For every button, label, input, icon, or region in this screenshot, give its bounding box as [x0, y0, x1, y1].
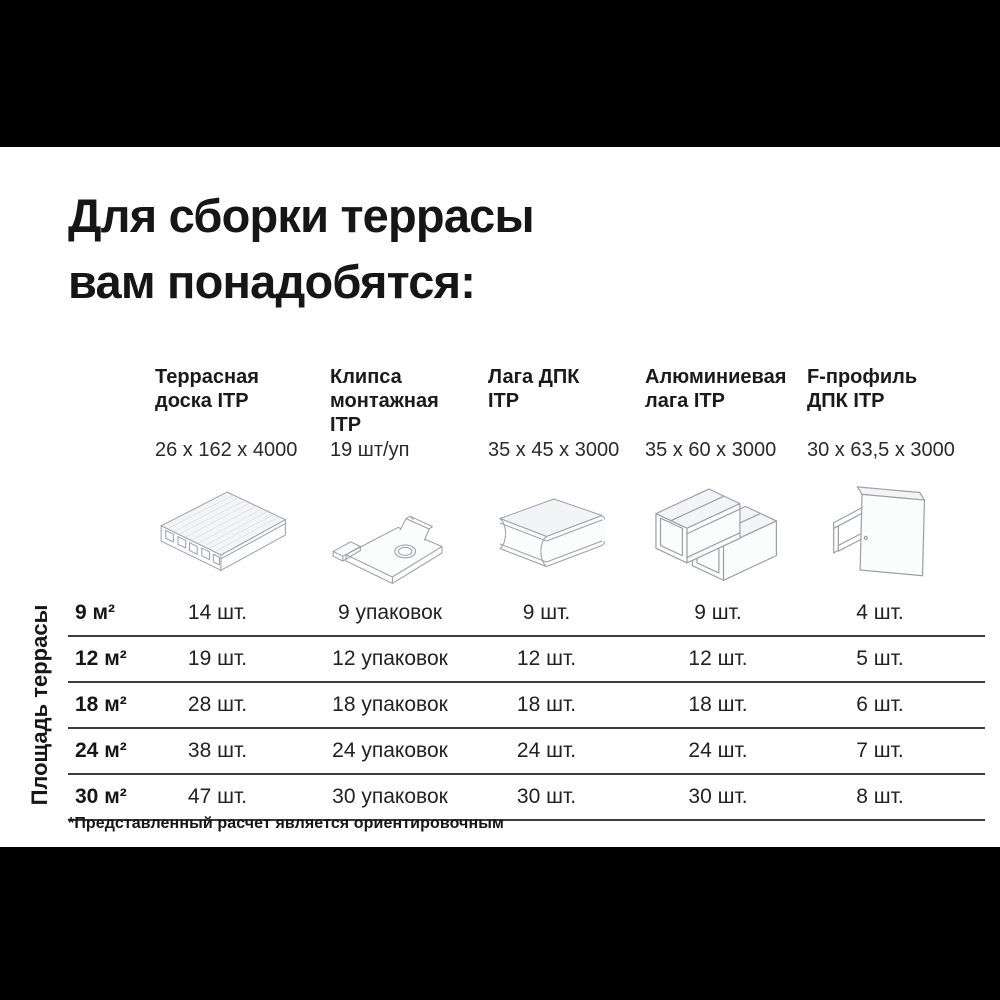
mounting-clip-icon	[330, 469, 488, 593]
row-label-area: 18 м²	[75, 693, 127, 716]
column-header-wpc-joist: Лага ДПК ITP	[488, 366, 580, 412]
dims-spacer	[68, 439, 155, 469]
table-row-9m2: 9 м² 14 шт. 9 упаковок 9 шт. 9 шт. 4 шт.	[68, 591, 985, 637]
cell-f-profile-qty: 6 шт.	[856, 693, 904, 716]
cell-alu-joist-qty: 24 шт.	[688, 739, 748, 762]
letterbox-top	[0, 0, 1000, 147]
cell-alu-joist-qty: 9 шт.	[694, 601, 742, 624]
aluminum-joist-icon	[645, 469, 807, 593]
cell-wpc-joist-qty: 12 шт.	[516, 647, 577, 670]
cell-board-qty: 19 шт.	[187, 647, 248, 670]
row-label-area: 9 м²	[75, 601, 116, 624]
cell-f-profile-qty: 7 шт.	[856, 739, 904, 762]
page-title: Для сборки террасы вам понадобятся:	[68, 183, 535, 315]
icons-spacer	[68, 469, 155, 593]
wpc-joist-icon	[488, 469, 645, 593]
dims-f-profile: 30 х 63,5 х 3000	[807, 439, 955, 461]
f-profile-icon	[807, 469, 985, 593]
cell-clip-qty: 30 упаковок	[332, 785, 448, 808]
header-spacer	[68, 365, 155, 439]
cell-board-qty: 47 шт.	[187, 785, 248, 808]
cell-board-qty: 28 шт.	[187, 693, 248, 716]
table-row-30m2: 30 м² 47 шт. 30 упаковок 30 шт. 30 шт. 8…	[68, 775, 985, 821]
cell-f-profile-qty: 4 шт.	[856, 601, 904, 624]
dims-wpc-joist: 35 х 45 х 3000	[488, 439, 620, 461]
cell-clip-qty: 24 упаковок	[332, 739, 448, 762]
dims-aluminum-joist: 35 х 60 х 3000	[645, 439, 777, 461]
dimensions-row: 26 х 162 х 4000 19 шт/уп 35 х 45 х 3000 …	[68, 439, 985, 469]
cell-clip-qty: 9 упаковок	[338, 601, 442, 624]
terrace-board-icon	[155, 469, 330, 593]
table-row-18m2: 18 м² 28 шт. 18 упаковок 18 шт. 18 шт. 6…	[68, 683, 985, 729]
row-label-area: 30 м²	[75, 785, 127, 808]
cell-alu-joist-qty: 12 шт.	[688, 647, 748, 670]
cell-f-profile-qty: 8 шт.	[856, 785, 904, 808]
column-header-row: Террасная доска ITP Клипса монтажная ITP…	[68, 365, 985, 439]
cell-alu-joist-qty: 18 шт.	[688, 693, 748, 716]
cell-f-profile-qty: 5 шт.	[856, 647, 904, 670]
row-label-area: 24 м²	[75, 739, 127, 762]
column-header-f-profile: F-профиль ДПК ITP	[807, 366, 918, 412]
dims-terrace-board: 26 х 162 х 4000	[155, 439, 298, 461]
cell-wpc-joist-qty: 30 шт.	[516, 785, 577, 808]
dims-mounting-clip: 19 шт/уп	[330, 439, 410, 461]
materials-table: Террасная доска ITP Клипса монтажная ITP…	[68, 365, 985, 821]
page-title-line2: вам понадобятся:	[68, 255, 476, 308]
footnote: *Представленный расчет является ориентир…	[68, 815, 504, 832]
cell-clip-qty: 18 упаковок	[332, 693, 448, 716]
row-label-area: 12 м²	[75, 647, 127, 670]
cell-wpc-joist-qty: 24 шт.	[516, 739, 577, 762]
table-row-24m2: 24 м² 38 шт. 24 упаковок 24 шт. 24 шт. 7…	[68, 729, 985, 775]
cell-board-qty: 14 шт.	[187, 601, 248, 624]
column-header-aluminum-joist: Алюминиевая лага ITP	[645, 366, 787, 412]
product-icons-row	[68, 469, 985, 591]
cell-wpc-joist-qty: 9 шт.	[522, 601, 571, 624]
column-header-terrace-board: Террасная доска ITP	[155, 366, 259, 412]
cell-wpc-joist-qty: 18 шт.	[516, 693, 577, 716]
cell-clip-qty: 12 упаковок	[332, 647, 448, 670]
cell-alu-joist-qty: 30 шт.	[688, 785, 748, 808]
content-area: Для сборки террасы вам понадобятся: Площ…	[0, 147, 1000, 847]
column-header-mounting-clip: Клипса монтажная ITP	[330, 366, 439, 436]
row-axis-label: Площадь террасы	[27, 604, 52, 806]
cell-board-qty: 38 шт.	[187, 739, 248, 762]
page-title-line1: Для сборки террасы	[68, 189, 535, 242]
letterbox-bottom	[0, 847, 1000, 1000]
table-row-12m2: 12 м² 19 шт. 12 упаковок 12 шт. 12 шт. 5…	[68, 637, 985, 683]
